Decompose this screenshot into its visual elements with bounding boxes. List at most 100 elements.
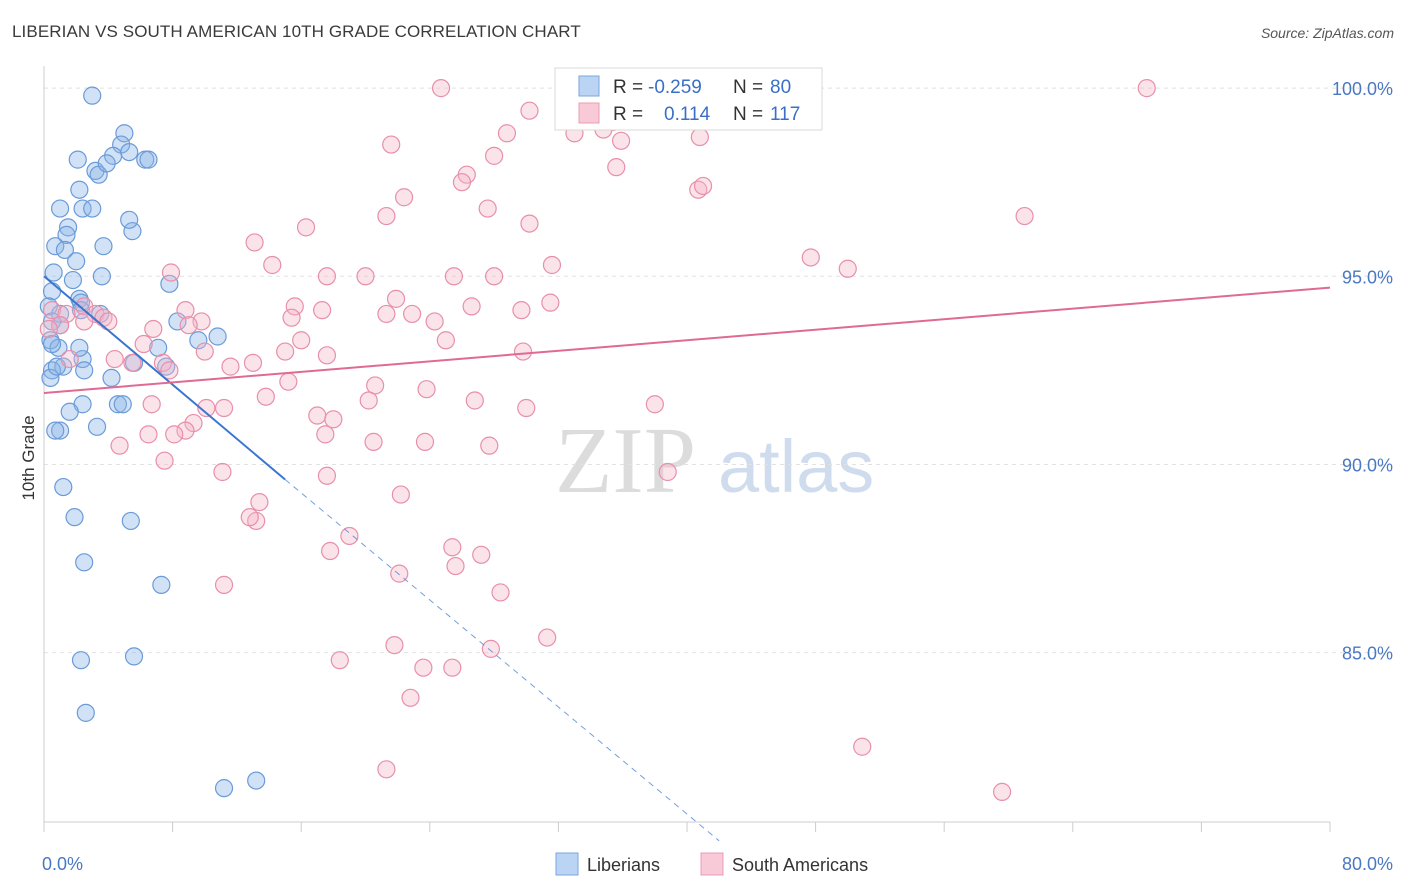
point-south-americans [414, 658, 433, 677]
stats-legend: R = -0.259 N = 80 R = 0.114 N = 117 [554, 67, 823, 131]
series-legend-label-south-americans: South Americans [732, 855, 868, 875]
point-south-americans [385, 636, 404, 655]
point-south-americans [444, 267, 464, 286]
point-liberians [139, 150, 158, 169]
point-liberians [120, 210, 139, 229]
point-south-americans [213, 462, 232, 482]
point-south-americans [443, 538, 462, 557]
point-south-americans [240, 508, 259, 527]
legend-n-label-2: N = [733, 104, 763, 125]
point-liberians [70, 180, 89, 199]
point-liberians [54, 357, 73, 376]
legend-r-value-1: -0.259 [648, 77, 702, 98]
point-liberians [92, 267, 111, 286]
point-south-americans [382, 135, 401, 154]
point-liberians [124, 647, 144, 666]
point-south-americans [312, 301, 332, 320]
point-south-americans [1015, 206, 1034, 226]
point-liberians [189, 331, 208, 350]
point-south-americans [60, 349, 79, 369]
series-legend-swatch-liberians [555, 852, 579, 876]
point-south-americans [243, 353, 263, 372]
point-south-americans [134, 334, 153, 354]
legend-n-label-1: N = [733, 77, 763, 98]
point-south-americans [485, 267, 504, 286]
point-south-americans [401, 688, 420, 707]
point-south-americans [263, 255, 282, 275]
point-liberians [102, 368, 121, 388]
point-liberians [87, 417, 107, 436]
point-south-americans [607, 158, 626, 177]
point-south-americans [221, 357, 240, 376]
point-south-americans [377, 304, 396, 324]
point-south-americans [179, 316, 198, 335]
point-south-americans [214, 398, 234, 418]
point-south-americans [538, 628, 557, 647]
legend-swatch-liberians [578, 75, 600, 97]
point-south-americans [317, 466, 337, 485]
point-south-americans [377, 760, 396, 779]
series-liberians [39, 86, 266, 798]
y-tick-label: 100.0% [1332, 79, 1393, 99]
point-south-americans [481, 639, 500, 658]
point-south-americans [541, 293, 560, 312]
point-south-americans [99, 312, 118, 331]
point-liberians [63, 270, 83, 290]
point-south-americans [431, 79, 451, 98]
point-south-americans [366, 376, 385, 395]
trend-line-south-americans [43, 286, 1331, 394]
point-south-americans [658, 462, 677, 482]
point-south-americans [853, 737, 872, 756]
point-south-americans [197, 398, 216, 418]
x-tick-label-min: 0.0% [42, 854, 83, 874]
point-south-americans [1137, 79, 1156, 98]
point-liberians [75, 361, 94, 380]
point-south-americans [161, 263, 181, 282]
point-south-americans [425, 312, 444, 331]
legend-swatch-south-americans [578, 102, 600, 124]
point-south-americans [485, 146, 504, 165]
trend-line-liberians [43, 275, 286, 481]
point-south-americans [491, 583, 510, 602]
point-south-americans [693, 176, 713, 196]
chart-source: Source: ZipAtlas.com [1260, 25, 1394, 41]
point-south-americans [139, 425, 158, 444]
point-liberians [44, 263, 63, 282]
x-tick-labels: 0.0% 80.0% [42, 854, 1393, 874]
series-legend-swatch-south-americans [700, 852, 724, 876]
point-south-americans [838, 259, 857, 278]
point-south-americans [478, 199, 497, 218]
point-south-americans [165, 425, 184, 444]
point-south-americans [317, 346, 337, 365]
point-liberians [83, 199, 102, 218]
point-south-americans [195, 342, 214, 361]
point-south-americans [176, 421, 195, 440]
point-liberians [73, 199, 92, 218]
point-south-americans [386, 289, 406, 308]
point-south-americans [542, 255, 562, 275]
point-liberians [160, 274, 179, 293]
point-south-americans [42, 301, 62, 320]
y-tick-label: 85.0% [1342, 644, 1393, 664]
watermark-zip: ZIP [555, 409, 696, 513]
point-south-americans [57, 304, 76, 324]
point-south-americans [394, 188, 414, 207]
point-south-americans [153, 353, 173, 372]
point-south-americans [245, 233, 264, 252]
axes [43, 66, 1331, 832]
point-liberians [55, 240, 74, 260]
point-south-americans [282, 308, 301, 327]
point-liberians [71, 651, 91, 670]
point-south-americans [443, 658, 462, 677]
point-liberians [59, 218, 78, 237]
point-liberians [67, 252, 86, 271]
legend-r-label-2: R = [613, 104, 643, 125]
legend-n-value-1: 80 [770, 77, 791, 98]
point-liberians [115, 124, 134, 143]
point-liberians [94, 237, 113, 256]
point-south-americans [292, 331, 311, 350]
point-liberians [41, 368, 60, 388]
point-south-americans [276, 342, 295, 361]
point-south-americans [123, 353, 142, 372]
